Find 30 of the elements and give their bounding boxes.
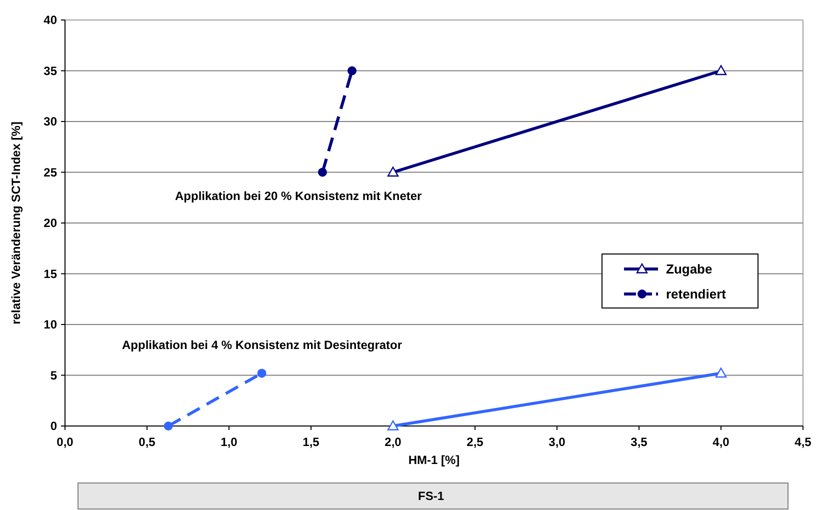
y-tick-label: 0	[50, 419, 58, 434]
x-tick-label: 3,5	[630, 435, 648, 449]
point	[257, 368, 266, 378]
y-axis-title: relative Veränderung SCT-Index [%]	[9, 122, 23, 324]
x-tick-label: 4,5	[794, 435, 812, 449]
legend-label: retendiert	[666, 286, 727, 302]
y-tick-label: 40	[44, 13, 58, 28]
legend-label: Zugabe	[666, 262, 712, 277]
x-tick-label: 2,0	[384, 435, 402, 449]
x-tick-label: 2,5	[466, 435, 484, 449]
text: FS-1	[418, 489, 444, 504]
x-tick-label: 1,5	[302, 435, 320, 449]
point	[348, 66, 356, 76]
y-tick-label: 5	[50, 368, 58, 382]
x-tick-label: 4,0	[712, 435, 730, 449]
x-tick-label: 0,0	[56, 435, 74, 449]
y-tick-label: 35	[44, 64, 58, 78]
y-tick-label: 20	[44, 216, 58, 230]
annotation: Applikation bei 4 % Konsistenz mit Desintegrator	[122, 338, 402, 352]
annotation: Applikation bei 20 % Konsistenz mit Kneter	[175, 189, 422, 204]
y-tick-label: 30	[44, 114, 58, 129]
y-tick-label: 25	[44, 165, 58, 180]
x-tick-label: 1,0	[220, 435, 238, 449]
point	[164, 422, 173, 430]
x-axis-title: HM-1 [%]	[408, 453, 460, 467]
point	[318, 168, 327, 177]
x-tick-label: 3,0	[548, 435, 566, 449]
y-tick-label: 15	[44, 266, 58, 281]
y-tick-label: 10	[44, 318, 58, 332]
x-tick-label: 0,5	[138, 435, 156, 449]
